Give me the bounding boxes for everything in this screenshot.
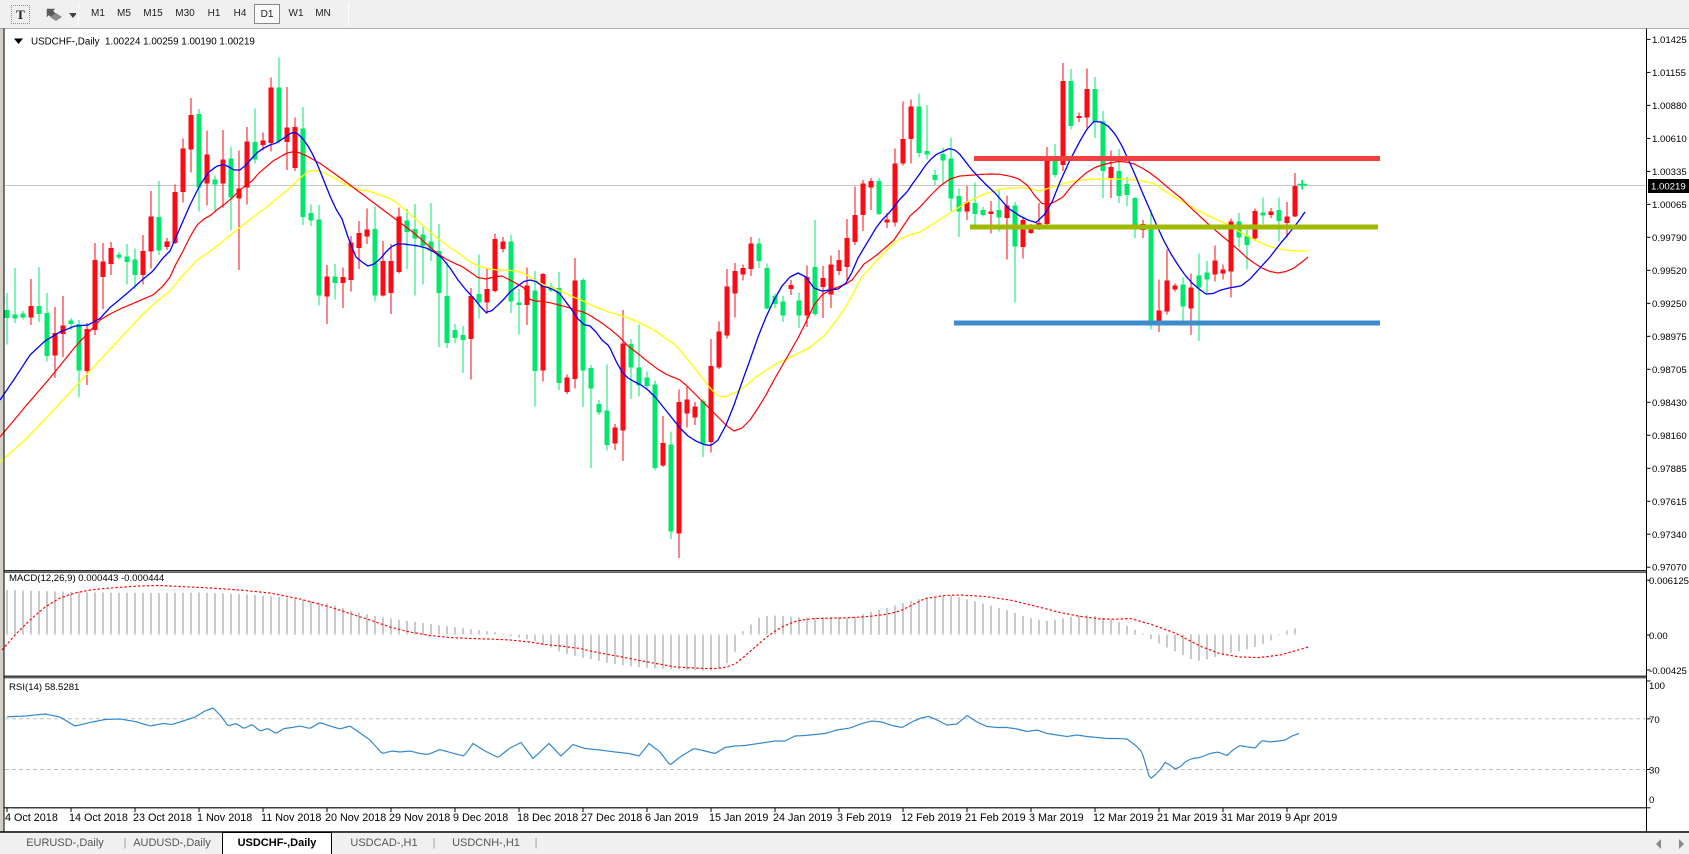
svg-text:1 Nov 2018: 1 Nov 2018 — [197, 812, 252, 824]
svg-text:1.01155: 1.01155 — [1652, 68, 1686, 79]
svg-text:0.97885: 0.97885 — [1652, 464, 1687, 475]
svg-text:31 Mar 2019: 31 Mar 2019 — [1221, 812, 1282, 824]
svg-text:0.99790: 0.99790 — [1652, 233, 1687, 244]
svg-text:100: 100 — [1649, 681, 1665, 692]
svg-text:12 Mar 2019: 12 Mar 2019 — [1093, 812, 1154, 824]
svg-text:30: 30 — [1649, 766, 1660, 777]
svg-text:1.00610: 1.00610 — [1652, 134, 1687, 145]
svg-text:0.97340: 0.97340 — [1652, 530, 1687, 541]
svg-text:9 Dec 2018: 9 Dec 2018 — [453, 812, 508, 824]
svg-text:24 Jan 2019: 24 Jan 2019 — [773, 812, 832, 824]
svg-text:0.98430: 0.98430 — [1652, 398, 1687, 409]
svg-text:3 Mar 2019: 3 Mar 2019 — [1029, 812, 1084, 824]
svg-text:12 Feb 2019: 12 Feb 2019 — [901, 812, 962, 824]
svg-text:23 Oct 2018: 23 Oct 2018 — [133, 812, 192, 824]
svg-text:0.006125: 0.006125 — [1649, 576, 1689, 587]
svg-text:1.00880: 1.00880 — [1652, 101, 1687, 112]
svg-text:1.00065: 1.00065 — [1652, 200, 1687, 211]
svg-text:18 Dec 2018: 18 Dec 2018 — [517, 812, 578, 824]
svg-text:70: 70 — [1649, 715, 1660, 726]
svg-text:6 Jan 2019: 6 Jan 2019 — [645, 812, 698, 824]
svg-text:4 Oct 2018: 4 Oct 2018 — [5, 812, 58, 824]
svg-text:0.97615: 0.97615 — [1652, 497, 1687, 508]
svg-text:1.00219: 1.00219 — [1651, 181, 1686, 192]
svg-text:14 Oct 2018: 14 Oct 2018 — [69, 812, 128, 824]
svg-text:0.98705: 0.98705 — [1652, 365, 1687, 376]
svg-text:15 Jan 2019: 15 Jan 2019 — [709, 812, 768, 824]
svg-text:9 Apr 2019: 9 Apr 2019 — [1285, 812, 1337, 824]
svg-text:0.98160: 0.98160 — [1652, 431, 1687, 442]
svg-text:3 Feb 2019: 3 Feb 2019 — [837, 812, 892, 824]
svg-text:0.00: 0.00 — [1649, 631, 1668, 642]
svg-text:0: 0 — [1649, 795, 1654, 806]
svg-text:MACD(12,26,9) 0.000443 -0.0004: MACD(12,26,9) 0.000443 -0.000444 — [9, 573, 165, 584]
svg-text:RSI(14) 58.5281: RSI(14) 58.5281 — [9, 682, 79, 693]
svg-text:0.99250: 0.99250 — [1652, 299, 1687, 310]
svg-text:-0.00425: -0.00425 — [1649, 666, 1687, 677]
svg-text:0.98975: 0.98975 — [1652, 332, 1687, 343]
svg-text:11 Nov 2018: 11 Nov 2018 — [261, 812, 321, 824]
svg-text:0.97070: 0.97070 — [1652, 563, 1687, 574]
svg-text:21 Feb 2019: 21 Feb 2019 — [965, 812, 1026, 824]
svg-text:USDCHF-,Daily 1.00224 1.00259: USDCHF-,Daily 1.00224 1.00259 1.00190 1.… — [31, 37, 255, 48]
svg-text:21 Mar 2019: 21 Mar 2019 — [1157, 812, 1218, 824]
svg-text:1.00335: 1.00335 — [1652, 167, 1687, 178]
svg-text:1.01425: 1.01425 — [1652, 35, 1687, 46]
svg-text:29 Nov 2018: 29 Nov 2018 — [389, 812, 450, 824]
svg-text:0.99520: 0.99520 — [1652, 266, 1687, 277]
svg-text:27 Dec 2018: 27 Dec 2018 — [581, 812, 642, 824]
svg-text:20 Nov 2018: 20 Nov 2018 — [325, 812, 386, 824]
